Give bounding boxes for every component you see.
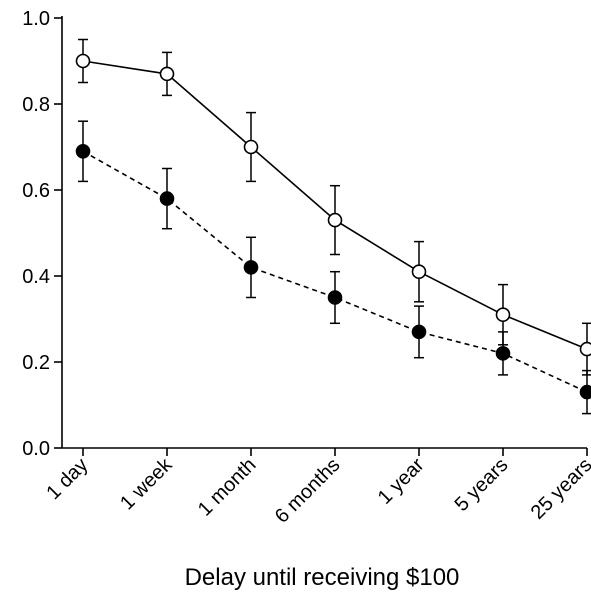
- data-point: [75, 144, 91, 159]
- y-tick-label: 0.8: [22, 94, 50, 116]
- data-point: [411, 264, 427, 280]
- y-tick-label: 1.0: [22, 8, 50, 30]
- series-layer: [75, 38, 591, 415]
- data-point: [243, 260, 259, 275]
- x-tick-label: 6 months: [271, 454, 345, 528]
- series-open: [75, 38, 591, 376]
- data-point: [327, 290, 343, 305]
- data-point: [327, 212, 343, 228]
- x-tick-label: 1 day: [42, 454, 92, 504]
- data-point: [75, 53, 91, 69]
- y-tick-label: 0.2: [22, 352, 50, 374]
- data-point: [411, 324, 427, 340]
- x-tick-label: 25 years: [527, 454, 591, 524]
- data-point: [579, 384, 591, 400]
- data-point: [243, 139, 259, 155]
- x-tick-label: 1 year: [374, 454, 429, 509]
- x-tick-label: 1 month: [194, 454, 261, 521]
- x-axis-title: Delay until receiving $100: [185, 564, 460, 591]
- series-filled: [75, 120, 591, 415]
- data-point: [159, 66, 175, 82]
- x-tick-label: 5 years: [451, 454, 513, 516]
- x-tick-label: 1 week: [116, 453, 177, 514]
- data-point: [495, 307, 511, 323]
- data-point: [579, 341, 591, 357]
- y-tick-label: 0.6: [22, 180, 50, 202]
- data-point: [495, 346, 511, 361]
- data-point: [159, 191, 175, 206]
- axes: 0.0 0.2 0.4 0.6 0.8 1.0 1 day 1 week 1 month 6 mo…: [22, 8, 591, 528]
- y-tick-label: 0.0: [22, 438, 50, 460]
- y-tick-label: 0.4: [22, 266, 50, 288]
